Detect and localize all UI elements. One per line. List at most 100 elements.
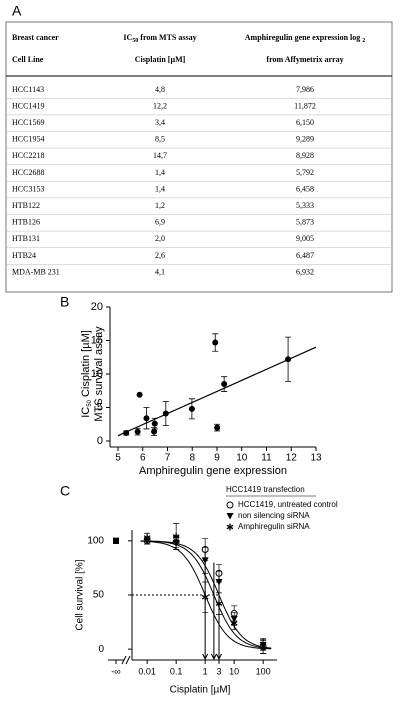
marker bbox=[215, 600, 223, 608]
table-cell: 12,2 bbox=[153, 101, 167, 110]
table-border bbox=[5, 21, 393, 293]
marker bbox=[221, 381, 228, 388]
table-cell: HCC2688 bbox=[12, 168, 44, 177]
header-cell-part: from Affymetrix array bbox=[266, 55, 343, 64]
table-cell: 9,005 bbox=[296, 234, 314, 243]
y-tick-label: 10 bbox=[91, 368, 103, 380]
table-cell: 6,458 bbox=[296, 184, 314, 193]
ic50-arrow bbox=[210, 562, 217, 661]
panel-label: C bbox=[60, 483, 70, 499]
x-tick-label: 10 bbox=[236, 453, 248, 464]
legend-title: HCC1419 transfection bbox=[226, 485, 305, 494]
marker bbox=[123, 429, 130, 436]
table-cell: 5,792 bbox=[296, 168, 314, 177]
header-cell-part: IC bbox=[123, 33, 132, 42]
table-cell: 6,9 bbox=[155, 218, 165, 227]
marker bbox=[151, 420, 158, 427]
y-tick-label: 0 bbox=[97, 435, 103, 447]
legend-marker bbox=[226, 523, 234, 531]
x-tick-label: -∞ bbox=[111, 666, 120, 676]
panel-label: B bbox=[60, 294, 69, 310]
header-cell-part: Cell Line bbox=[12, 55, 44, 64]
x-tick-label: 0.1 bbox=[170, 666, 183, 676]
table-cell: HCC2218 bbox=[12, 151, 44, 160]
marker bbox=[215, 579, 223, 586]
marker bbox=[172, 533, 180, 540]
table-cell: 14,7 bbox=[153, 151, 167, 160]
marker bbox=[143, 534, 151, 542]
table-cell: HCC1569 bbox=[12, 118, 44, 127]
x-tick-label: 100 bbox=[256, 666, 271, 676]
x-tick-label: 7 bbox=[165, 453, 171, 464]
x-tick-label: 0.01 bbox=[138, 666, 156, 676]
header-cell: Cell Line bbox=[12, 55, 44, 64]
x-tick-label: 12 bbox=[286, 453, 298, 464]
table-cell: 4,8 bbox=[155, 85, 165, 94]
table-cell: 8,5 bbox=[155, 135, 165, 144]
table-cell: 3,4 bbox=[155, 118, 165, 127]
table-cell: HTB131 bbox=[12, 234, 40, 243]
marker bbox=[212, 339, 219, 346]
table-cell: MDA-MB 231 bbox=[12, 267, 60, 276]
y-axis-label: IC50 Cisplatin [µM] bbox=[80, 330, 93, 418]
table-cell: 2,0 bbox=[155, 234, 165, 243]
marker bbox=[214, 424, 221, 431]
header-cell-part: 2 bbox=[362, 38, 365, 44]
x-tick-label: 11 bbox=[261, 453, 272, 464]
table-cell: 5,333 bbox=[296, 201, 314, 210]
fit-line bbox=[117, 346, 317, 437]
marker bbox=[230, 619, 238, 627]
table-cell: 1,2 bbox=[155, 201, 165, 210]
x-tick-label: 9 bbox=[214, 453, 220, 464]
y-tick-label: 20 bbox=[91, 301, 103, 313]
header-cell-part: Cisplatin [µM] bbox=[135, 55, 186, 64]
table-cell: 8,928 bbox=[296, 151, 314, 160]
table-cell: 1,4 bbox=[155, 184, 165, 193]
table-cell: 2,6 bbox=[155, 251, 165, 260]
y-tick-label: 50 bbox=[93, 590, 105, 601]
header-cell-part: Breast cancer bbox=[12, 33, 59, 42]
y-axis-label: Cell survival [%] bbox=[75, 559, 86, 630]
table-cell: HTB126 bbox=[12, 218, 40, 227]
marker bbox=[143, 415, 150, 422]
table-cell: 1,4 bbox=[155, 168, 165, 177]
axis-break bbox=[121, 655, 131, 665]
x-axis-label: Cisplatin [µM] bbox=[170, 685, 231, 696]
header-cell: Breast cancer bbox=[12, 33, 59, 42]
x-tick-label: 10 bbox=[229, 666, 239, 676]
table-cell: 6,487 bbox=[296, 251, 314, 260]
legend-marker bbox=[226, 513, 234, 520]
y-axis-label-part: 50 bbox=[87, 399, 93, 406]
table-cell: 6,932 bbox=[296, 267, 314, 276]
marker bbox=[201, 593, 209, 601]
table-cell: HCC1143 bbox=[12, 85, 44, 94]
marker bbox=[188, 405, 195, 412]
x-tick-label: 8 bbox=[189, 453, 195, 464]
panel-label: A bbox=[12, 3, 22, 19]
marker bbox=[285, 356, 292, 363]
table-cell: HCC3153 bbox=[12, 184, 44, 193]
header-cell: IC50 from MTS assay bbox=[123, 33, 196, 45]
table-cell: 4,1 bbox=[155, 267, 165, 276]
table-cell: 11,872 bbox=[294, 101, 316, 110]
y-tick-label: 5 bbox=[97, 401, 103, 413]
x-tick-label: 13 bbox=[310, 453, 322, 464]
y-tick-label: 0 bbox=[98, 644, 104, 655]
legend-label: non silencing siRNA bbox=[238, 511, 310, 520]
y-tick-label: 100 bbox=[87, 535, 104, 546]
marker bbox=[113, 537, 119, 544]
x-tick-label: 6 bbox=[140, 453, 146, 464]
header-cell: from Affymetrix array bbox=[266, 55, 343, 64]
table-cell: HCC1954 bbox=[12, 135, 44, 144]
table-cell: 7,986 bbox=[296, 85, 314, 94]
marker bbox=[259, 642, 267, 650]
marker bbox=[134, 428, 141, 435]
table-cell: HTB122 bbox=[12, 201, 40, 210]
legend-marker bbox=[226, 501, 234, 509]
x-axis-label: Amphiregulin gene expression bbox=[139, 465, 287, 477]
legend-label: Amphiregulin siRNA bbox=[238, 522, 310, 531]
table-cell: HCC1419 bbox=[12, 101, 44, 110]
y-tick-label: 15 bbox=[91, 334, 103, 346]
y-axis-label-part: Cisplatin [µM] bbox=[80, 330, 92, 400]
